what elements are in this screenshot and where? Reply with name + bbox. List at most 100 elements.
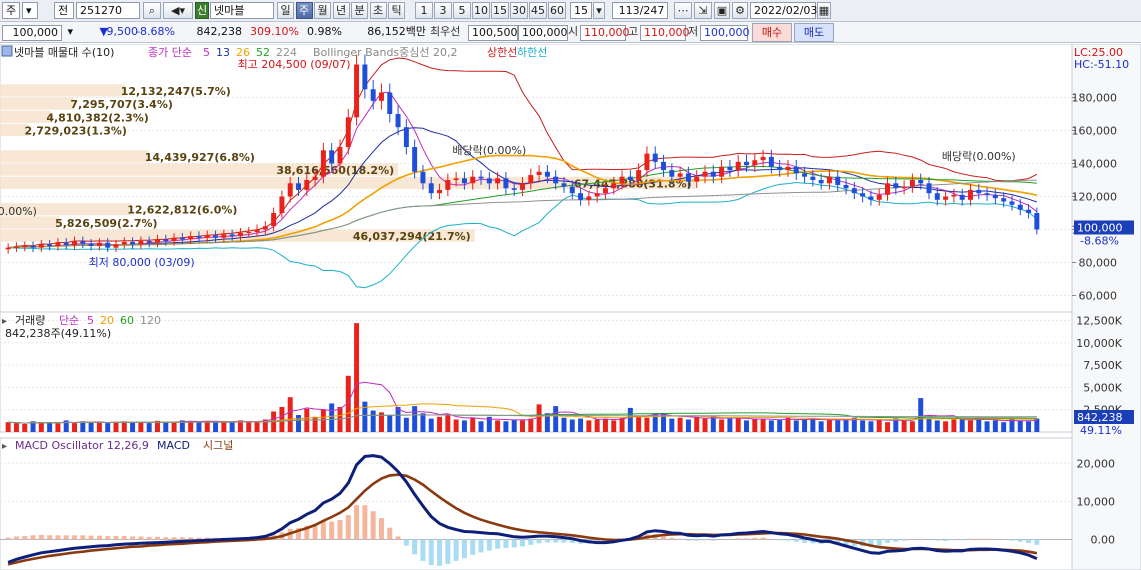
volume-bar-59	[495, 420, 501, 432]
macd-osc-bar-106	[885, 539, 891, 543]
volume-bar-102	[851, 417, 857, 432]
minute-tab-10[interactable]: 10	[472, 2, 490, 19]
candle-31	[262, 226, 268, 230]
volume-bar-30	[254, 422, 260, 432]
search-icon[interactable]: ⌕	[143, 2, 161, 19]
candle-3	[30, 246, 36, 248]
type-select[interactable]: 전	[54, 2, 74, 19]
price-tick-label-5: 160,000	[1072, 125, 1118, 138]
volume-profile-bar-4	[0, 150, 149, 163]
volume-profile-label-2: 4,810,382(2.3%)	[46, 111, 149, 124]
order-qty[interactable]: 100,000	[2, 25, 62, 41]
volume-bar-2	[22, 423, 28, 432]
candle-9	[80, 241, 86, 244]
bb-upper-line	[8, 57, 1038, 249]
sound-icon[interactable]: ◀▾	[163, 2, 193, 19]
candle-84	[702, 171, 708, 177]
volume-bar-14	[121, 421, 127, 432]
volume-profile-bar-7	[0, 203, 132, 216]
candle-57	[478, 176, 484, 179]
volume-bar-20	[171, 422, 177, 432]
volume-profile-bar-2	[0, 110, 51, 123]
link-icon[interactable]: ⋯	[674, 2, 692, 19]
count-input[interactable]: 15	[570, 2, 592, 19]
volume-bar-70	[586, 420, 592, 432]
macd-osc-bar-15	[130, 536, 136, 540]
high-price: 110,000	[640, 25, 690, 41]
period-tab-0[interactable]: 일	[277, 2, 294, 19]
period-tab-5[interactable]: 초	[369, 2, 387, 19]
candle-80	[669, 170, 675, 177]
volume-bar-64	[536, 404, 542, 432]
volume-bar-77	[644, 417, 650, 432]
price-change: 9,500	[106, 25, 139, 38]
candle-86	[719, 166, 725, 177]
candle-65	[544, 171, 550, 177]
candle-63	[528, 175, 534, 184]
macd-osc-bar-12	[105, 536, 111, 540]
macd-osc-bar-6	[55, 535, 61, 540]
macd-osc-bar-7	[63, 535, 69, 540]
market-dropdown[interactable]: ▾	[22, 2, 38, 19]
minute-tab-60[interactable]: 60	[548, 2, 566, 19]
candle-120	[1001, 198, 1007, 202]
count-dropdown[interactable]: ▾	[593, 2, 605, 19]
market-select[interactable]: 주	[2, 2, 20, 19]
stock-chart[interactable]: 60,000 80,000 100,000 120,000 140,000 160,000…	[0, 44, 1141, 570]
macd-osc-bar-101	[843, 539, 849, 546]
volume-bar-16	[138, 422, 144, 432]
minute-tab-30[interactable]: 30	[510, 2, 528, 19]
volume-profile-label-5: 38,616,560(18.2%)	[276, 164, 394, 177]
low-price: 100,000	[700, 25, 750, 41]
period-tab-2[interactable]: 월	[314, 2, 331, 19]
period-tab-1[interactable]: 주	[295, 2, 313, 19]
volume-bar-65	[544, 413, 550, 432]
macd-osc-bar-41	[345, 515, 351, 540]
minute-tab-3[interactable]: 3	[434, 2, 452, 19]
macd-osc-bar-95	[793, 539, 799, 542]
sell-button[interactable]: 매도	[794, 23, 834, 42]
date-input[interactable]: 2022/02/03	[750, 2, 817, 19]
macd-osc-bar-44	[370, 511, 376, 540]
volume-bar-5	[47, 422, 53, 432]
vol-legend-marker: ▸	[2, 316, 7, 327]
minute-tab-15[interactable]: 15	[491, 2, 509, 19]
volume-bar-99	[826, 419, 832, 432]
minute-tab-1[interactable]: 1	[415, 2, 433, 19]
macd-osc-bar-121	[1009, 539, 1015, 541]
period-tab-3[interactable]: 년	[332, 2, 350, 19]
candle-37	[312, 176, 318, 180]
macd-osc-bar-104	[868, 539, 874, 547]
resize-icon[interactable]: ⇲	[694, 2, 712, 19]
macd-osc-bar-107	[893, 539, 899, 542]
candle-15	[130, 241, 136, 245]
volume-bar-52	[437, 416, 443, 432]
buy-button[interactable]: 매수	[752, 23, 792, 42]
period-tab-4[interactable]: 분	[351, 2, 368, 19]
qty-dropdown[interactable]: ▾	[67, 25, 73, 38]
candle-48	[403, 127, 409, 147]
macd-osc-bar-19	[163, 537, 169, 540]
volume-bar-19	[163, 421, 169, 432]
volume-bar-68	[569, 419, 575, 432]
save-icon[interactable]: ▣	[714, 2, 730, 19]
period-tab-6[interactable]: 틱	[388, 2, 405, 19]
candle-73	[611, 183, 617, 189]
vol-tick-label-3: 10,000K	[1076, 337, 1122, 350]
macd-osc-bar-53	[445, 539, 451, 564]
volume-bar-106	[885, 422, 891, 432]
candle-54	[453, 178, 459, 180]
calendar-icon[interactable]: ▦	[817, 2, 831, 19]
volume-bar-69	[578, 418, 584, 432]
macd-osc-bar-47	[395, 536, 401, 540]
gear-icon[interactable]: ⚙	[732, 2, 748, 19]
candle-118	[984, 193, 990, 195]
volume-bar-54	[453, 419, 459, 432]
volume-bar-40	[337, 407, 343, 432]
code-input[interactable]: 251270	[76, 2, 140, 19]
macd-osc-bar-88	[735, 538, 741, 540]
minute-tab-5[interactable]: 5	[453, 2, 471, 19]
price-tick-label-4: 140,000	[1072, 158, 1118, 171]
candle-97	[810, 176, 816, 180]
minute-tab-45[interactable]: 45	[529, 2, 547, 19]
